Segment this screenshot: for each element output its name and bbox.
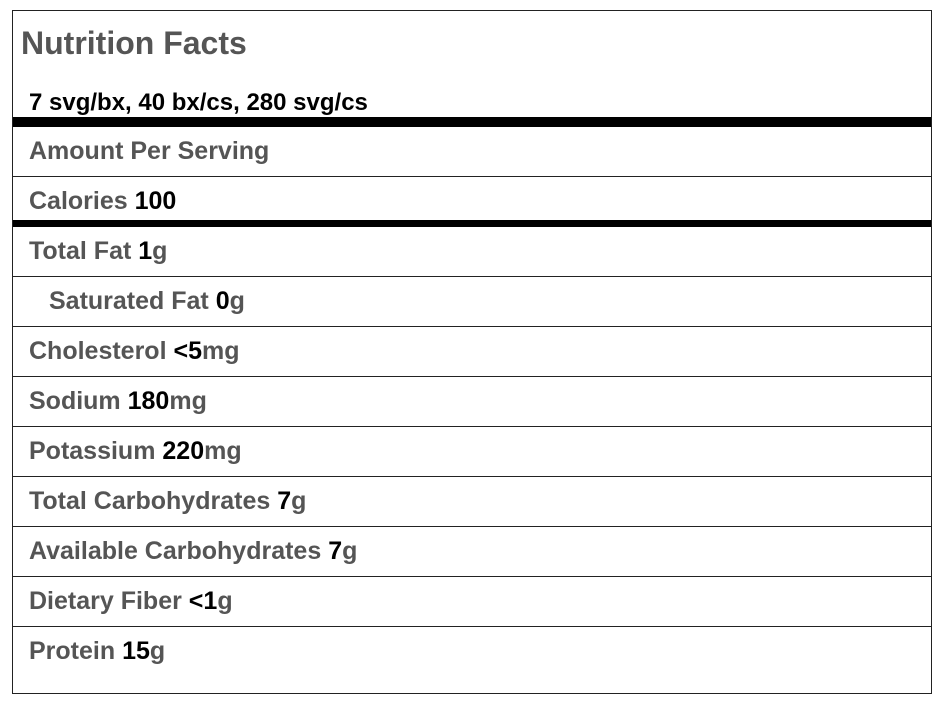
title: Nutrition Facts — [21, 25, 247, 61]
nutrient-unit: mg — [202, 337, 240, 365]
nutrient-row: Sodium 180mg — [13, 377, 931, 427]
nutrient-row: Total Fat 1g — [13, 227, 931, 277]
nutrient-amount: 7 — [277, 487, 292, 515]
nutrient-unit: g — [217, 587, 233, 615]
nutrient-unit: mg — [204, 437, 242, 465]
nutrient-label: Potassium — [29, 437, 156, 465]
nutrient-row: Available Carbohydrates 7g — [13, 527, 931, 577]
nutrient-row: Dietary Fiber <1g — [13, 577, 931, 627]
nutrient-label: Saturated Fat — [49, 287, 209, 315]
nutrient-unit: g — [291, 487, 307, 515]
nutrient-unit: g — [152, 237, 168, 265]
nutrient-amount: 0 — [215, 287, 230, 315]
nutrient-unit: g — [229, 287, 245, 315]
nutrient-label: Total Fat — [29, 237, 132, 265]
nutrient-unit: g — [149, 637, 166, 665]
nutrient-label: Total Carbohydrates — [29, 487, 271, 515]
nutrient-label: Protein — [29, 637, 116, 665]
nutrient-unit: g — [342, 537, 358, 565]
nutrient-label: Dietary Fiber — [29, 587, 182, 615]
nutrient-row: Saturated Fat 0g — [13, 277, 931, 327]
nutrient-amount: 180 — [127, 387, 170, 415]
nutrient-amount: 220 — [162, 437, 205, 465]
nutrient-label: Cholesterol — [29, 337, 167, 365]
nutrient-amount: 1 — [138, 237, 153, 265]
calories-row: Calories 100 — [13, 177, 931, 227]
nutrient-amount: 15 — [122, 637, 150, 665]
nutrient-row: Total Carbohydrates 7g — [13, 477, 931, 527]
nutrient-amount: <5 — [173, 337, 202, 365]
nutrient-unit: mg — [169, 387, 207, 415]
nutrient-amount: 7 — [328, 537, 343, 565]
nutrient-row: Potassium 220mg — [13, 427, 931, 477]
nutrient-amount: <1 — [188, 587, 218, 615]
amount-header: Amount Per Serving — [13, 127, 931, 177]
nutrient-row: Protein 15g — [13, 627, 931, 677]
nutrient-list: Total Fat 1g Saturated Fat 0g Cholesterol … — [13, 227, 931, 677]
nutrient-label: Calories — [29, 187, 128, 215]
serving-info: 7 svg/bx, 40 bx/cs, 280 svg/cs — [13, 79, 931, 127]
nutrient-label: Sodium — [29, 387, 121, 415]
nutrient-amount: 100 — [134, 187, 177, 215]
nutrition-label: Nutrition Facts 7 svg/bx, 40 bx/cs, 280 … — [12, 10, 932, 694]
nutrient-label: Available Carbohydrates — [29, 537, 322, 565]
nutrient-row: Cholesterol <5mg — [13, 327, 931, 377]
